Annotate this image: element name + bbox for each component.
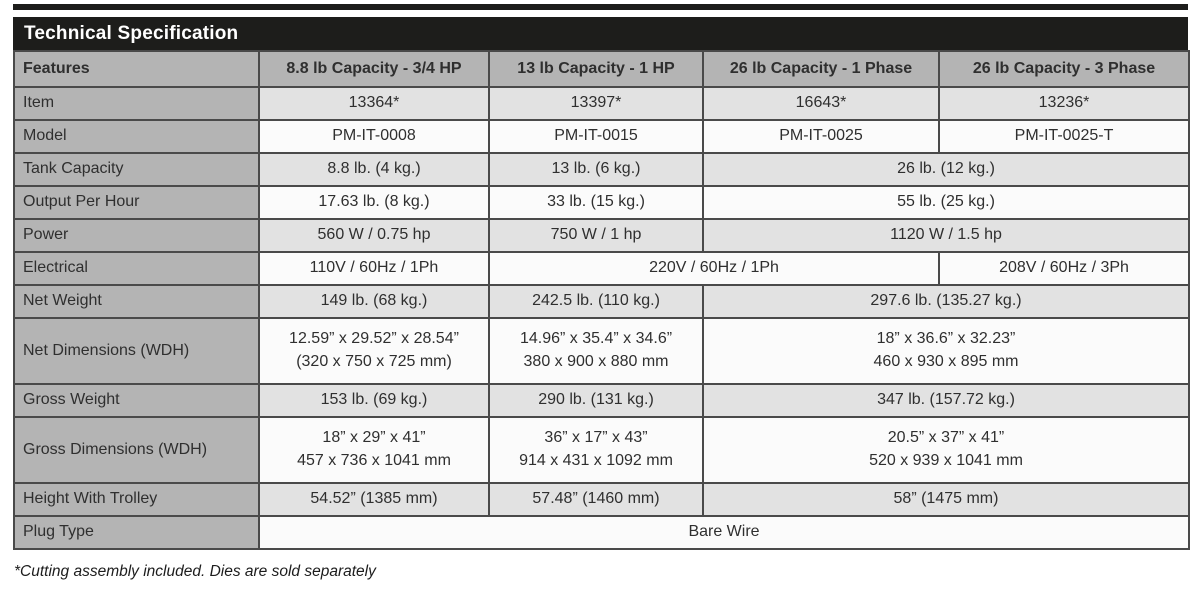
spec-value-cell: 57.48” (1460 mm): [488, 482, 704, 517]
spec-value-cell: 16643*: [702, 86, 940, 121]
row-label: Net Weight: [13, 284, 260, 319]
row-label: Item: [13, 86, 260, 121]
spec-value-cell: 13236*: [938, 86, 1190, 121]
spec-value-cell: 242.5 lb. (110 kg.): [488, 284, 704, 319]
spec-value-cell: 18” x 36.6” x 32.23” 460 x 930 x 895 mm: [702, 317, 1190, 385]
spec-table: Features 8.8 lb Capacity - 3/4 HP 13 lb …: [13, 50, 1190, 550]
page-title: Technical Specification: [24, 22, 239, 44]
spec-value-cell: PM-IT-0025-T: [938, 119, 1190, 154]
table-title-bar: Technical Specification: [13, 17, 1188, 50]
table-top-border: [13, 4, 1188, 10]
row-label: Gross Dimensions (WDH): [13, 416, 260, 484]
spec-value-cell: 18” x 29” x 41” 457 x 736 x 1041 mm: [258, 416, 490, 484]
table-row-tank-capacity: Tank Capacity 8.8 lb. (4 kg.) 13 lb. (6 …: [13, 152, 1190, 187]
spec-value-cell: PM-IT-0025: [702, 119, 940, 154]
spec-value-cell: PM-IT-0008: [258, 119, 490, 154]
spec-value-cell: Bare Wire: [258, 515, 1190, 550]
row-label: Height With Trolley: [13, 482, 260, 517]
table-row-power: Power 560 W / 0.75 hp 750 W / 1 hp 1120 …: [13, 218, 1190, 253]
table-row-net-weight: Net Weight 149 lb. (68 kg.) 242.5 lb. (1…: [13, 284, 1190, 319]
column-header-8-8lb: 8.8 lb Capacity - 3/4 HP: [258, 50, 490, 88]
row-label: Output Per Hour: [13, 185, 260, 220]
spec-value-cell: 54.52” (1385 mm): [258, 482, 490, 517]
spec-value-cell: 14.96” x 35.4” x 34.6” 380 x 900 x 880 m…: [488, 317, 704, 385]
spec-value-cell: 208V / 60Hz / 3Ph: [938, 251, 1190, 286]
spec-value-cell: PM-IT-0015: [488, 119, 704, 154]
table-row-gross-dimensions: Gross Dimensions (WDH) 18” x 29” x 41” 4…: [13, 416, 1190, 484]
table-row-gross-weight: Gross Weight 153 lb. (69 kg.) 290 lb. (1…: [13, 383, 1190, 418]
row-label: Plug Type: [13, 515, 260, 550]
spec-value-cell: 13364*: [258, 86, 490, 121]
table-row-plug-type: Plug Type Bare Wire: [13, 515, 1190, 550]
table-row-height-with-trolley: Height With Trolley 54.52” (1385 mm) 57.…: [13, 482, 1190, 517]
column-header-13lb: 13 lb Capacity - 1 HP: [488, 50, 704, 88]
spec-value-cell: 297.6 lb. (135.27 kg.): [702, 284, 1190, 319]
spec-value-cell: 20.5” x 37” x 41” 520 x 939 x 1041 mm: [702, 416, 1190, 484]
row-label: Net Dimensions (WDH): [13, 317, 260, 385]
row-label: Model: [13, 119, 260, 154]
header-row: Features 8.8 lb Capacity - 3/4 HP 13 lb …: [13, 50, 1190, 88]
row-label: Gross Weight: [13, 383, 260, 418]
spec-value-cell: 149 lb. (68 kg.): [258, 284, 490, 319]
spec-sheet: Technical Specification Features 8.8 lb …: [13, 4, 1190, 581]
spec-value-cell: 750 W / 1 hp: [488, 218, 704, 253]
table-row-model: Model PM-IT-0008 PM-IT-0015 PM-IT-0025 P…: [13, 119, 1190, 154]
row-label: Electrical: [13, 251, 260, 286]
table-row-item: Item 13364* 13397* 16643* 13236*: [13, 86, 1190, 121]
spec-value-cell: 17.63 lb. (8 kg.): [258, 185, 490, 220]
spec-value-cell: 347 lb. (157.72 kg.): [702, 383, 1190, 418]
row-label: Power: [13, 218, 260, 253]
spec-value-cell: 290 lb. (131 kg.): [488, 383, 704, 418]
column-header-26lb-3phase: 26 lb Capacity - 3 Phase: [938, 50, 1190, 88]
spec-value-cell: 1120 W / 1.5 hp: [702, 218, 1190, 253]
spec-value-cell: 55 lb. (25 kg.): [702, 185, 1190, 220]
table-row-net-dimensions: Net Dimensions (WDH) 12.59” x 29.52” x 2…: [13, 317, 1190, 385]
spec-value-cell: 13 lb. (6 kg.): [488, 152, 704, 187]
spec-value-cell: 220V / 60Hz / 1Ph: [488, 251, 940, 286]
row-label: Tank Capacity: [13, 152, 260, 187]
spec-value-cell: 8.8 lb. (4 kg.): [258, 152, 490, 187]
spec-value-cell: 12.59” x 29.52” x 28.54” (320 x 750 x 72…: [258, 317, 490, 385]
column-header-features: Features: [13, 50, 260, 88]
footnote: *Cutting assembly included. Dies are sol…: [14, 563, 376, 580]
spec-value-cell: 58” (1475 mm): [702, 482, 1190, 517]
table-row-electrical: Electrical 110V / 60Hz / 1Ph 220V / 60Hz…: [13, 251, 1190, 286]
spec-value-cell: 153 lb. (69 kg.): [258, 383, 490, 418]
spec-value-cell: 560 W / 0.75 hp: [258, 218, 490, 253]
spec-value-cell: 110V / 60Hz / 1Ph: [258, 251, 490, 286]
table-row-output-per-hour: Output Per Hour 17.63 lb. (8 kg.) 33 lb.…: [13, 185, 1190, 220]
spec-value-cell: 13397*: [488, 86, 704, 121]
spec-value-cell: 26 lb. (12 kg.): [702, 152, 1190, 187]
spec-value-cell: 36” x 17” x 43” 914 x 431 x 1092 mm: [488, 416, 704, 484]
column-header-26lb-1phase: 26 lb Capacity - 1 Phase: [702, 50, 940, 88]
spec-value-cell: 33 lb. (15 kg.): [488, 185, 704, 220]
